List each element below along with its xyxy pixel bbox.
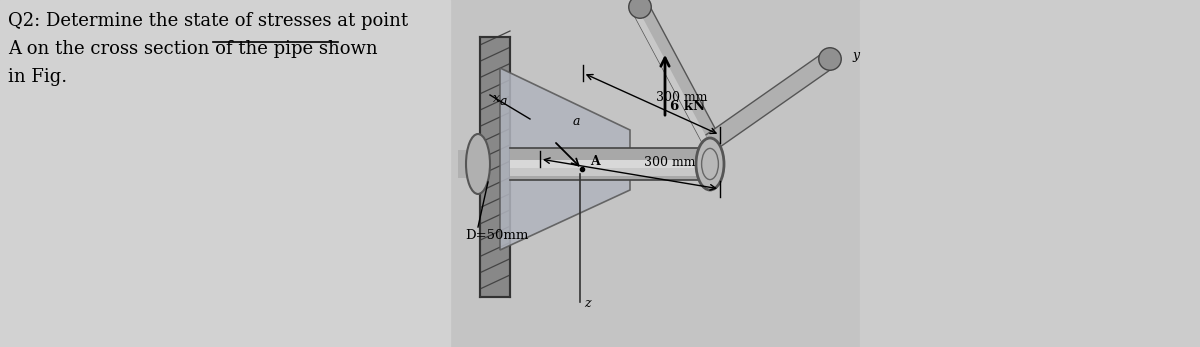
Bar — [480, 37, 510, 297]
Bar — [510, 148, 710, 180]
Polygon shape — [500, 68, 630, 250]
Bar — [0, 0, 450, 347]
Bar — [510, 164, 710, 176]
Bar — [510, 160, 710, 168]
Text: A: A — [590, 155, 600, 168]
Text: x: x — [493, 92, 500, 105]
Text: y: y — [852, 49, 859, 62]
Text: 6 kN: 6 kN — [670, 100, 706, 113]
Bar — [458, 150, 478, 178]
Text: Q2: Determine the state of stresses at point: Q2: Determine the state of stresses at p… — [8, 12, 408, 30]
Polygon shape — [632, 3, 718, 142]
Text: a: a — [500, 95, 508, 108]
Bar — [860, 0, 1200, 347]
Ellipse shape — [466, 134, 490, 194]
Ellipse shape — [818, 48, 841, 70]
Text: in Fig.: in Fig. — [8, 68, 67, 86]
Text: D=50mm: D=50mm — [466, 229, 528, 242]
Text: a: a — [574, 115, 581, 128]
Polygon shape — [632, 8, 708, 142]
Ellipse shape — [629, 0, 652, 18]
Polygon shape — [704, 52, 835, 150]
Ellipse shape — [696, 138, 724, 190]
Text: 300 mm: 300 mm — [644, 156, 696, 169]
Text: A on the cross section of the pipe shown: A on the cross section of the pipe shown — [8, 40, 378, 58]
Text: z: z — [584, 297, 590, 310]
Text: 300 mm: 300 mm — [655, 91, 707, 104]
